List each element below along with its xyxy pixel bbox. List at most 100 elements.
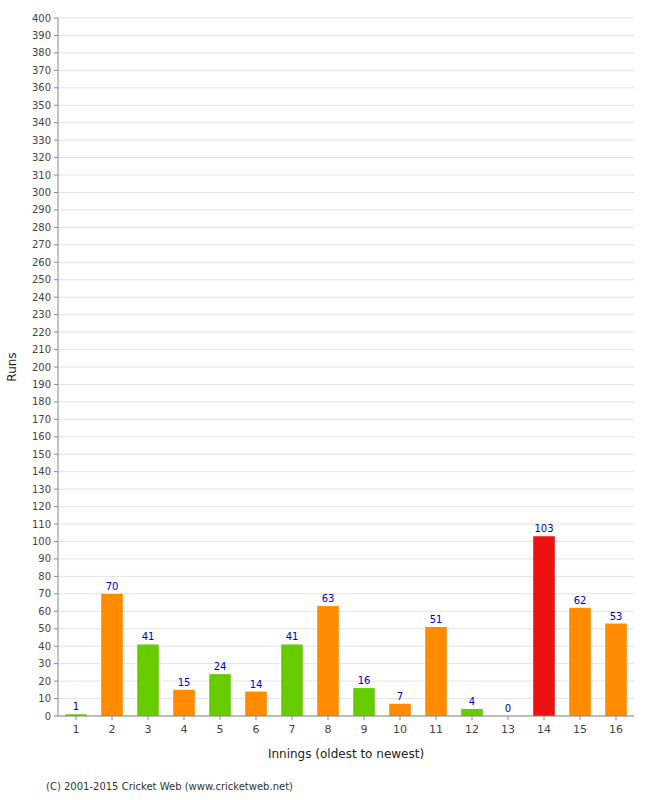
x-tick-label: 7 xyxy=(289,723,296,736)
y-tick xyxy=(54,576,58,577)
y-tick xyxy=(54,663,58,664)
y-tick xyxy=(54,489,58,490)
y-tick xyxy=(54,314,58,315)
bar xyxy=(353,688,375,716)
y-tick xyxy=(54,436,58,437)
x-tick-label: 12 xyxy=(465,723,479,736)
y-tick-label: 180 xyxy=(32,396,51,407)
y-tick xyxy=(54,698,58,699)
y-tick xyxy=(54,192,58,193)
y-tick xyxy=(54,157,58,158)
y-tick-label: 300 xyxy=(32,187,51,198)
bar xyxy=(533,536,555,716)
x-tick-label: 15 xyxy=(573,723,587,736)
y-tick-label: 200 xyxy=(32,362,51,373)
y-axis-line xyxy=(58,18,59,716)
y-tick xyxy=(54,611,58,612)
y-tick-label: 320 xyxy=(32,152,51,163)
x-tick-label: 14 xyxy=(537,723,551,736)
grid-line xyxy=(58,401,634,402)
y-tick-label: 40 xyxy=(38,641,51,652)
y-axis: 0102030405060708090100110120130140150160… xyxy=(32,13,58,722)
y-tick xyxy=(54,227,58,228)
y-tick xyxy=(54,454,58,455)
x-axis-label: Innings (oldest to newest) xyxy=(268,747,424,761)
grid-line xyxy=(58,18,634,19)
y-tick xyxy=(54,524,58,525)
data-label: 4 xyxy=(469,696,475,707)
grid-line xyxy=(58,297,634,298)
grid-line xyxy=(58,122,634,123)
data-label: 16 xyxy=(358,675,371,686)
y-tick-label: 20 xyxy=(38,676,51,687)
x-tick-label: 1 xyxy=(73,723,80,736)
y-tick-label: 360 xyxy=(32,82,51,93)
y-tick-label: 100 xyxy=(32,536,51,547)
y-tick xyxy=(54,18,58,19)
y-tick-label: 150 xyxy=(32,449,51,460)
y-tick-label: 240 xyxy=(32,292,51,303)
grid-line xyxy=(58,349,634,350)
grid-line xyxy=(58,419,634,420)
y-tick-label: 190 xyxy=(32,379,51,390)
data-label: 7 xyxy=(397,691,403,702)
grid-line xyxy=(58,436,634,437)
data-label: 103 xyxy=(534,523,553,534)
grid-line xyxy=(58,227,634,228)
x-tick-label: 11 xyxy=(429,723,443,736)
y-tick-label: 390 xyxy=(32,30,51,41)
bar xyxy=(605,624,627,716)
y-tick-label: 110 xyxy=(32,519,51,530)
data-label: 0 xyxy=(505,703,511,714)
x-tick-label: 9 xyxy=(361,723,368,736)
y-tick xyxy=(54,35,58,36)
x-tick xyxy=(220,716,221,720)
y-tick-label: 10 xyxy=(38,693,51,704)
x-tick xyxy=(184,716,185,720)
x-tick-label: 16 xyxy=(609,723,623,736)
y-tick-label: 130 xyxy=(32,484,51,495)
x-tick xyxy=(544,716,545,720)
y-tick-label: 30 xyxy=(38,658,51,669)
bar xyxy=(461,709,483,716)
data-label: 1 xyxy=(73,701,79,712)
grid-line xyxy=(58,506,634,507)
grid-line xyxy=(58,175,634,176)
y-tick xyxy=(54,87,58,88)
y-tick-label: 370 xyxy=(32,65,51,76)
y-tick-label: 90 xyxy=(38,553,51,564)
data-label: 41 xyxy=(142,631,155,642)
x-tick-label: 6 xyxy=(253,723,260,736)
x-tick-label: 10 xyxy=(393,723,407,736)
bar xyxy=(425,627,447,716)
y-tick-label: 60 xyxy=(38,606,51,617)
y-tick-label: 270 xyxy=(32,239,51,250)
y-tick-label: 400 xyxy=(32,13,51,24)
y-tick-label: 280 xyxy=(32,222,51,233)
x-tick-label: 8 xyxy=(325,723,332,736)
bar xyxy=(245,692,267,716)
y-tick-label: 380 xyxy=(32,47,51,58)
bar xyxy=(173,690,195,716)
x-tick-label: 5 xyxy=(217,723,224,736)
y-tick xyxy=(54,541,58,542)
x-tick xyxy=(580,716,581,720)
y-tick xyxy=(54,367,58,368)
grid-line xyxy=(58,454,634,455)
x-tick-label: 3 xyxy=(145,723,152,736)
data-label: 41 xyxy=(286,631,299,642)
grid-line xyxy=(58,209,634,210)
grid-line xyxy=(58,332,634,333)
y-tick xyxy=(54,506,58,507)
x-axis: 12345678910111213141516 xyxy=(73,716,624,736)
y-tick xyxy=(54,384,58,385)
x-tick xyxy=(328,716,329,720)
y-tick xyxy=(54,401,58,402)
bar xyxy=(209,674,231,716)
data-label: 24 xyxy=(214,661,227,672)
y-tick xyxy=(54,279,58,280)
bars xyxy=(65,536,627,716)
data-label: 63 xyxy=(322,593,335,604)
y-tick xyxy=(54,716,58,717)
data-label: 62 xyxy=(574,595,587,606)
